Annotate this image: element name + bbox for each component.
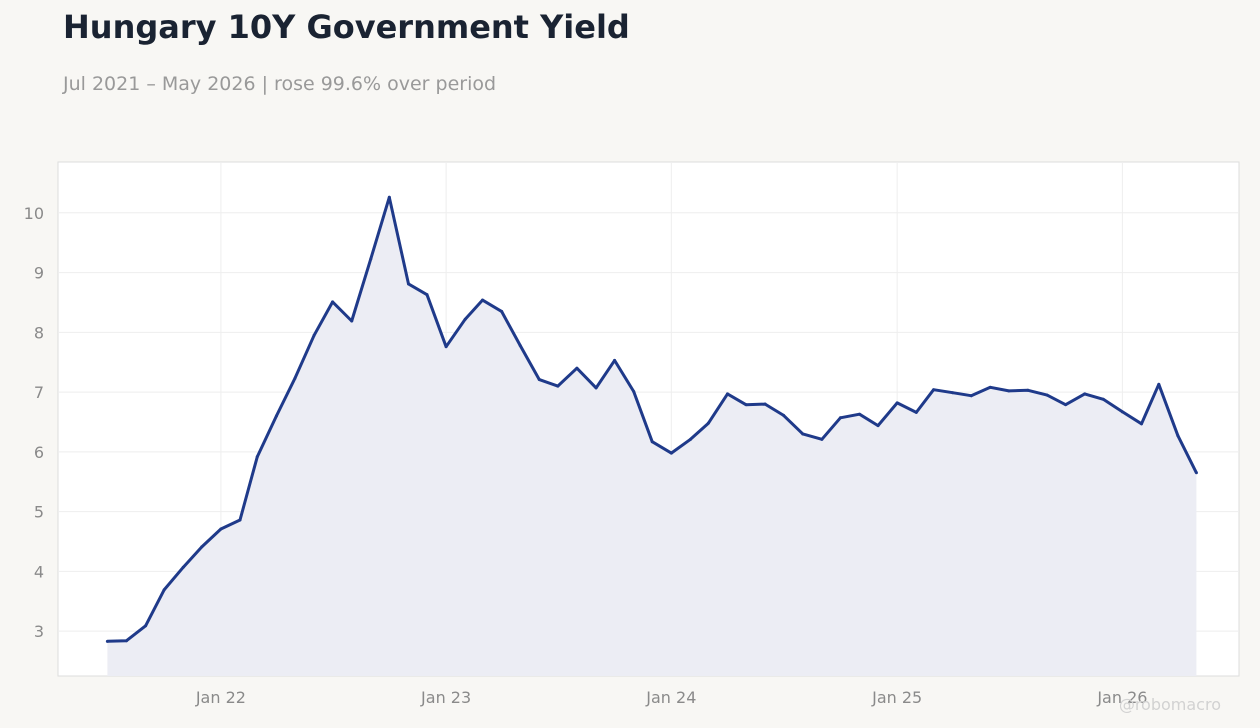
data-point bbox=[744, 403, 748, 407]
data-point bbox=[312, 333, 316, 337]
data-point bbox=[706, 421, 710, 425]
data-point bbox=[350, 319, 354, 323]
data-point bbox=[200, 545, 204, 549]
data-point bbox=[1026, 388, 1030, 392]
x-tick-label: Jan 25 bbox=[871, 688, 922, 707]
data-point bbox=[406, 282, 410, 286]
data-point bbox=[144, 624, 148, 628]
y-tick-label: 8 bbox=[34, 323, 44, 342]
y-tick-label: 4 bbox=[34, 562, 44, 581]
data-point bbox=[124, 639, 128, 643]
data-point bbox=[255, 455, 259, 459]
y-axis-ticks: 3 4 5 6 7 8 9 10 bbox=[24, 204, 44, 641]
data-point bbox=[387, 195, 391, 199]
watermark: @robomacro bbox=[1119, 695, 1221, 714]
data-point bbox=[444, 345, 448, 349]
data-point bbox=[1194, 471, 1198, 475]
data-point bbox=[858, 412, 862, 416]
yield-area-fill bbox=[107, 197, 1197, 677]
y-tick-label: 9 bbox=[34, 264, 44, 283]
data-point bbox=[1101, 397, 1105, 401]
data-point bbox=[1176, 434, 1180, 438]
data-point bbox=[594, 386, 598, 390]
data-point bbox=[838, 416, 842, 420]
data-point bbox=[500, 309, 504, 313]
data-point bbox=[537, 378, 541, 382]
data-point bbox=[293, 376, 297, 380]
data-point bbox=[575, 366, 579, 370]
data-point bbox=[669, 451, 673, 455]
data-point bbox=[1083, 392, 1087, 396]
y-tick-label: 10 bbox=[24, 204, 44, 223]
data-point bbox=[162, 588, 166, 592]
chart-subtitle: Jul 2021 – May 2026 | rose 99.6% over pe… bbox=[63, 73, 497, 95]
data-point bbox=[1157, 382, 1161, 386]
data-point bbox=[801, 432, 805, 436]
data-points bbox=[105, 195, 1198, 643]
data-point bbox=[969, 394, 973, 398]
data-point bbox=[238, 518, 242, 522]
y-tick-label: 6 bbox=[34, 443, 44, 462]
data-point bbox=[988, 385, 992, 389]
data-point bbox=[876, 424, 880, 428]
x-tick-label: Jan 23 bbox=[420, 688, 471, 707]
x-axis-ticks: Jan 22 Jan 23 Jan 24 Jan 25 Jan 26 bbox=[195, 688, 1148, 707]
data-point bbox=[632, 390, 636, 394]
data-point bbox=[613, 358, 617, 362]
data-point bbox=[1007, 389, 1011, 393]
data-point bbox=[688, 437, 692, 441]
data-point bbox=[181, 565, 185, 569]
data-point bbox=[556, 384, 560, 388]
data-point bbox=[463, 317, 467, 321]
data-point bbox=[895, 401, 899, 405]
data-point bbox=[1064, 403, 1068, 407]
data-point bbox=[725, 392, 729, 396]
data-point bbox=[425, 293, 429, 297]
data-point bbox=[481, 298, 485, 302]
chart-title: Hungary 10Y Government Yield bbox=[63, 8, 630, 46]
data-point bbox=[331, 300, 335, 304]
data-point bbox=[1045, 393, 1049, 397]
y-tick-label: 3 bbox=[34, 622, 44, 641]
data-point bbox=[951, 391, 955, 395]
x-tick-label: Jan 26 bbox=[1096, 688, 1147, 707]
data-point bbox=[1120, 410, 1124, 414]
data-point bbox=[782, 413, 786, 417]
data-point bbox=[932, 388, 936, 392]
data-point bbox=[105, 639, 109, 643]
data-point bbox=[219, 527, 223, 531]
data-point bbox=[518, 343, 522, 347]
data-point bbox=[820, 437, 824, 441]
data-point bbox=[369, 257, 373, 261]
y-tick-label: 7 bbox=[34, 383, 44, 402]
x-tick-label: Jan 24 bbox=[645, 688, 696, 707]
data-point bbox=[274, 414, 278, 418]
data-point bbox=[650, 440, 654, 444]
y-tick-label: 5 bbox=[34, 503, 44, 522]
x-tick-label: Jan 22 bbox=[195, 688, 246, 707]
data-point bbox=[763, 402, 767, 406]
data-point bbox=[1140, 422, 1144, 426]
data-point bbox=[914, 410, 918, 414]
